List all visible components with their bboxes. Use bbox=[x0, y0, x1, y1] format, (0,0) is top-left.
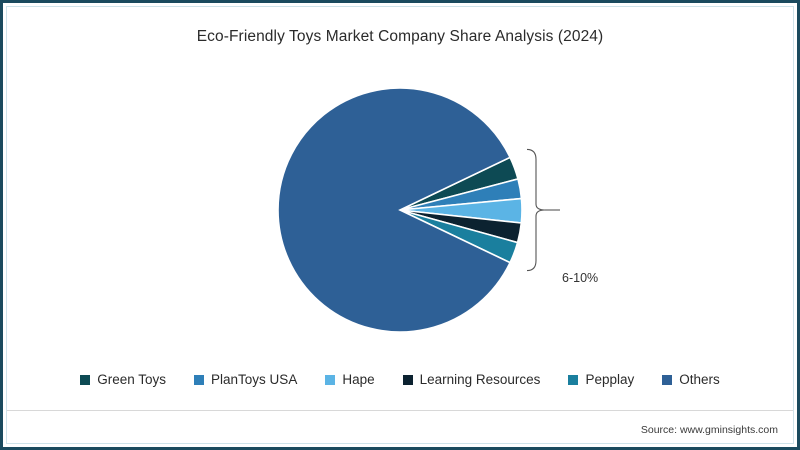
source-caption: Source: www.gminsights.com bbox=[640, 424, 778, 436]
legend-swatch-icon bbox=[568, 374, 579, 385]
legend-item-label: Green Toys bbox=[97, 372, 167, 387]
pie-slice[interactable] bbox=[277, 87, 512, 333]
legend-item-label: Learning Resources bbox=[419, 372, 541, 387]
legend-item[interactable]: Pepplay bbox=[568, 372, 634, 387]
legend-item-label: Hape bbox=[342, 372, 375, 387]
chart-title: Eco-Friendly Toys Market Company Share A… bbox=[196, 28, 604, 45]
chart-legend: Green Toys PlanToys USA Hape Learning Resou… bbox=[0, 372, 800, 387]
annotation-range-label: 6-10% bbox=[562, 271, 599, 285]
legend-swatch-icon bbox=[80, 374, 91, 385]
annotation-brace-group bbox=[526, 148, 560, 272]
legend-item[interactable]: PlanToys USA bbox=[194, 372, 297, 387]
legend-swatch-icon bbox=[325, 374, 336, 385]
legend-item[interactable]: Others bbox=[662, 372, 720, 387]
legend-item-label: Others bbox=[679, 372, 720, 387]
legend-item-label: Pepplay bbox=[585, 372, 635, 387]
pie-chart-svg bbox=[277, 87, 560, 333]
legend-item-label: PlanToys USA bbox=[211, 372, 298, 387]
pie-slices-group bbox=[277, 87, 523, 333]
footer-divider bbox=[7, 410, 793, 411]
legend-item[interactable]: Hape bbox=[325, 372, 375, 387]
pie-chart-plot-area: 6-10% bbox=[0, 60, 800, 360]
legend-swatch-icon bbox=[662, 374, 673, 385]
legend-item[interactable]: Learning Resources bbox=[402, 372, 541, 387]
legend-swatch-icon bbox=[194, 374, 205, 385]
legend-swatch-icon bbox=[402, 374, 413, 385]
legend-item[interactable]: Green Toys bbox=[80, 372, 166, 387]
